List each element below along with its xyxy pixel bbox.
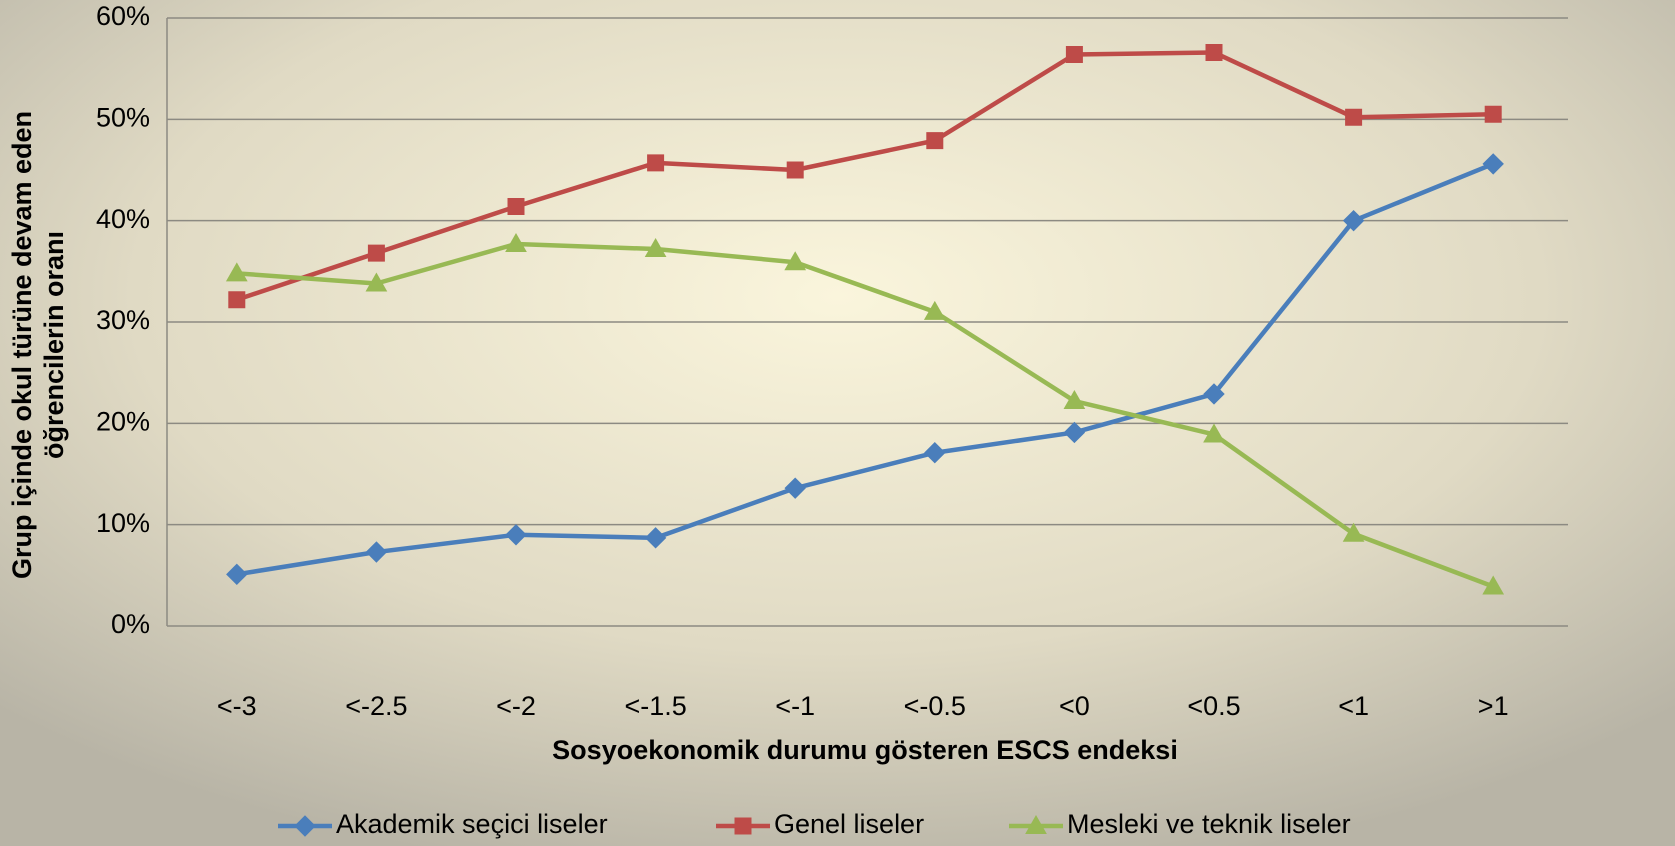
marker <box>1342 522 1365 542</box>
y-tick-label: 10% <box>96 508 150 538</box>
y-axis-label: Grup içinde okul türüne devam eden <box>7 111 37 579</box>
legend-label: Akademik seçici liseler <box>336 809 608 839</box>
marker <box>1482 575 1505 595</box>
y-axis-label: öğrencilerin oranı <box>39 231 69 459</box>
marker <box>1203 423 1225 443</box>
legend-label: Genel liseler <box>774 809 924 839</box>
y-tick-label: 20% <box>96 406 150 436</box>
marker <box>784 477 806 499</box>
x-tick-label: <-2 <box>496 691 536 721</box>
series-line <box>236 241 1494 589</box>
marker <box>1025 814 1047 834</box>
series-line <box>236 50 1494 302</box>
legend-label: Mesleki ve teknik liseler <box>1067 809 1351 839</box>
marker <box>926 132 944 150</box>
marker <box>923 300 946 320</box>
marker <box>365 272 388 292</box>
x-tick-label: <-3 <box>217 691 257 721</box>
marker <box>644 527 667 549</box>
x-tick-label: <-1 <box>775 691 815 721</box>
series-line <box>236 161 1495 577</box>
marker <box>647 154 665 172</box>
marker <box>1203 383 1225 405</box>
marker <box>1065 45 1083 63</box>
x-axis-label: Sosyoekonomik durumu gösteren ESCS endek… <box>552 735 1178 765</box>
marker <box>1484 105 1502 123</box>
x-tick-label: <1 <box>1338 691 1369 721</box>
marker <box>1345 108 1363 126</box>
y-tick-label: 30% <box>96 305 150 335</box>
marker <box>784 251 807 271</box>
marker <box>924 442 946 464</box>
marker <box>644 238 667 258</box>
x-tick-label: <0.5 <box>1187 691 1240 721</box>
marker <box>228 291 246 309</box>
marker <box>294 815 316 837</box>
marker <box>734 817 752 835</box>
marker <box>505 524 527 546</box>
y-tick-label: 60% <box>96 1 150 31</box>
x-tick-label: <-1.5 <box>624 691 686 721</box>
marker <box>507 197 525 215</box>
marker <box>365 541 388 563</box>
x-tick-label: <-0.5 <box>904 691 966 721</box>
y-tick-label: 0% <box>111 609 150 639</box>
marker <box>367 244 385 262</box>
x-tick-label: >1 <box>1478 691 1509 721</box>
x-tick-label: <-2.5 <box>345 691 407 721</box>
marker <box>225 262 248 282</box>
marker <box>1063 421 1086 444</box>
marker <box>505 232 527 252</box>
marker <box>1482 153 1504 175</box>
marker <box>1342 209 1365 232</box>
marker <box>1063 390 1086 410</box>
marker <box>1205 43 1223 61</box>
marker <box>226 563 248 586</box>
y-tick-label: 50% <box>96 102 150 132</box>
x-tick-label: <0 <box>1059 691 1090 721</box>
y-tick-label: 40% <box>96 204 150 234</box>
marker <box>786 161 804 179</box>
